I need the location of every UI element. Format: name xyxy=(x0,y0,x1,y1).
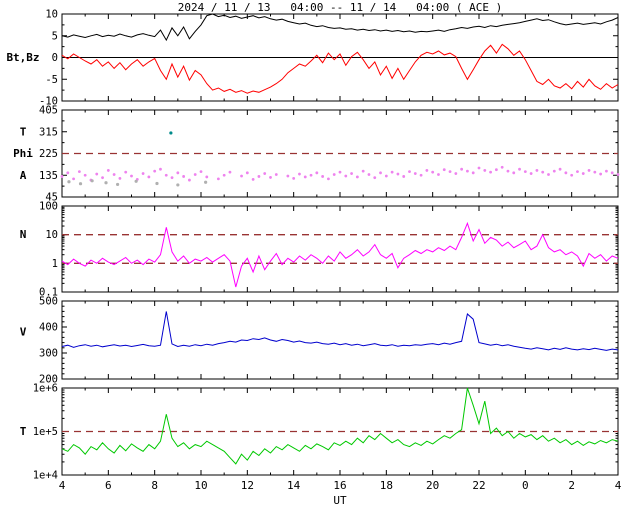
svg-text:4: 4 xyxy=(59,479,66,492)
svg-text:V: V xyxy=(20,326,27,339)
svg-text:5: 5 xyxy=(52,30,58,42)
svg-text:10: 10 xyxy=(194,479,207,492)
svg-text:4: 4 xyxy=(615,479,622,492)
svg-text:A: A xyxy=(20,169,27,182)
svg-text:8: 8 xyxy=(151,479,158,492)
svg-text:12: 12 xyxy=(241,479,254,492)
svg-text:1e+6: 1e+6 xyxy=(33,383,58,395)
svg-text:500: 500 xyxy=(39,296,58,308)
svg-text:Phi: Phi xyxy=(13,147,33,160)
svg-text:-5: -5 xyxy=(45,74,58,86)
svg-text:16: 16 xyxy=(333,479,346,492)
svg-text:N: N xyxy=(20,228,27,241)
svg-text:100: 100 xyxy=(39,201,58,213)
svg-text:405: 405 xyxy=(39,105,58,117)
svg-text:0: 0 xyxy=(522,479,529,492)
svg-text:18: 18 xyxy=(380,479,393,492)
svg-text:Bt,Bz: Bt,Bz xyxy=(6,51,39,64)
svg-text:14: 14 xyxy=(287,479,301,492)
svg-text:400: 400 xyxy=(39,322,58,334)
svg-text:300: 300 xyxy=(39,348,58,360)
svg-text:0.1: 0.1 xyxy=(39,287,58,299)
svg-text:225: 225 xyxy=(39,148,58,160)
svg-text:2: 2 xyxy=(568,479,575,492)
svg-text:T: T xyxy=(20,425,27,438)
svg-text:135: 135 xyxy=(39,170,58,182)
svg-text:1e+4: 1e+4 xyxy=(33,470,58,482)
svg-text:1: 1 xyxy=(52,258,58,270)
svg-text:6: 6 xyxy=(105,479,112,492)
x-axis-label: UT xyxy=(333,494,347,507)
svg-text:200: 200 xyxy=(39,374,58,386)
svg-text:315: 315 xyxy=(39,126,58,138)
svg-text:T: T xyxy=(20,125,27,138)
svg-text:45: 45 xyxy=(45,192,58,204)
svg-text:0: 0 xyxy=(52,52,58,64)
svg-text:22: 22 xyxy=(472,479,485,492)
plot-title: 2024 / 11 / 13 04:00 -- 11 / 14 04:00 ( … xyxy=(177,1,503,14)
svg-text:20: 20 xyxy=(426,479,439,492)
svg-text:10: 10 xyxy=(45,229,58,241)
svg-text:10: 10 xyxy=(45,9,58,21)
svg-text:-10: -10 xyxy=(39,96,58,108)
svg-text:1e+5: 1e+5 xyxy=(33,426,58,438)
